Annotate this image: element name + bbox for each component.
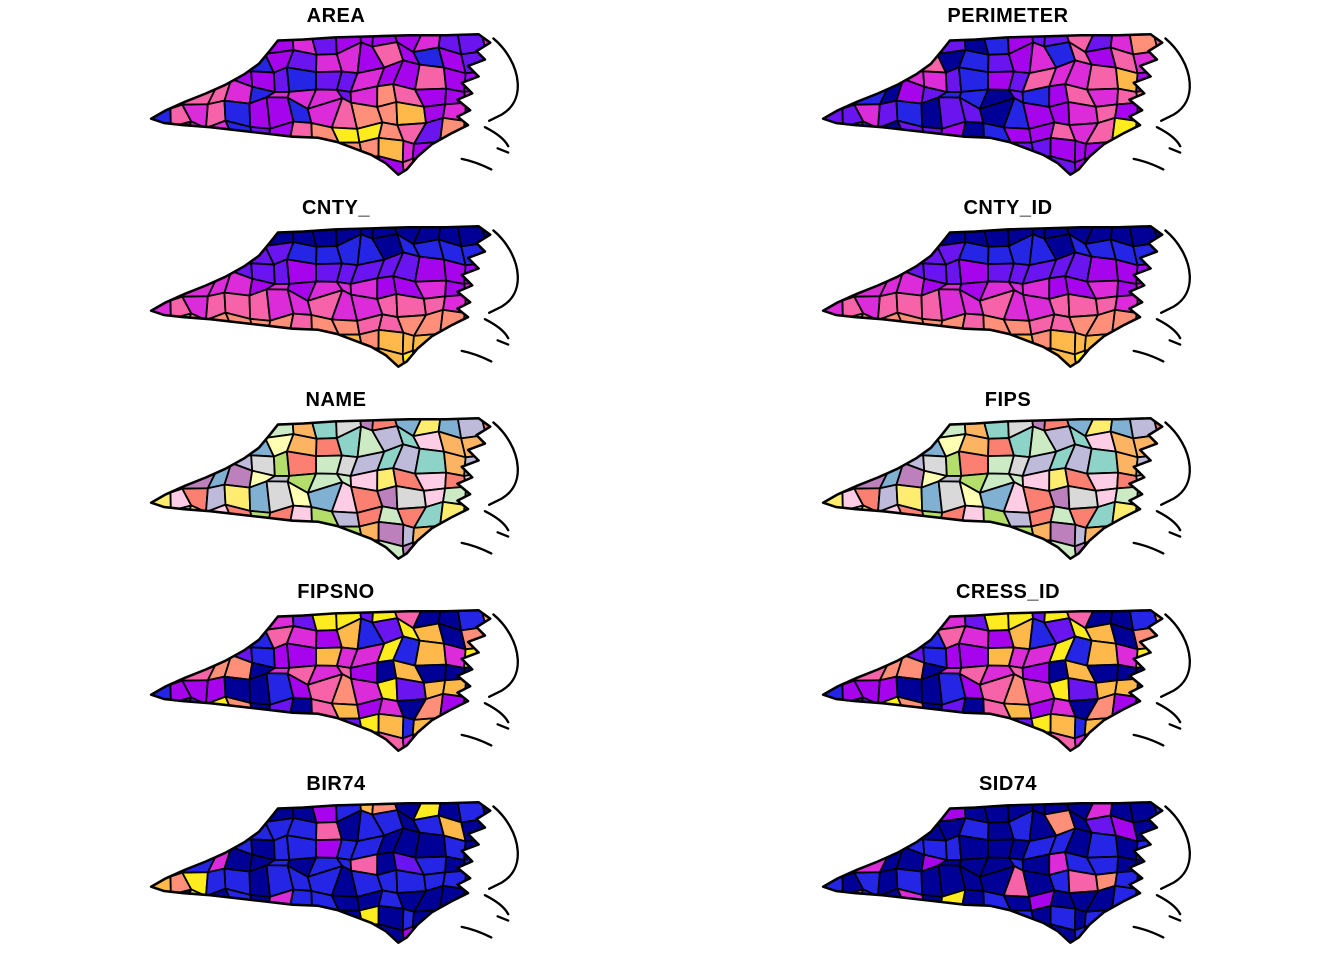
panel-name: NAME xyxy=(0,384,672,576)
panel-title-area: AREA xyxy=(306,5,366,27)
panel-title-fips: FIPS xyxy=(984,389,1032,411)
choropleth-map-cnty xyxy=(86,222,586,372)
panel-cnty: CNTY_ xyxy=(0,192,672,384)
panel-title-fipsno: FIPSNO xyxy=(297,581,375,603)
panel-title-sid74: SID74 xyxy=(978,773,1038,795)
panel-bir74: BIR74 xyxy=(0,768,672,960)
choropleth-map-cress-id xyxy=(758,606,1258,756)
panel-perimeter: PERIMETER xyxy=(672,0,1344,192)
panel-sid74: SID74 xyxy=(672,768,1344,960)
panel-cress-id: CRESS_ID xyxy=(672,576,1344,768)
panel-title-perimeter: PERIMETER xyxy=(947,5,1069,27)
panel-title-cnty: CNTY_ xyxy=(301,197,371,219)
panel-title-name: NAME xyxy=(305,389,367,411)
choropleth-map-fipsno xyxy=(86,606,586,756)
panel-cnty-id: CNTY_ID xyxy=(672,192,1344,384)
panel-area: AREA xyxy=(0,0,672,192)
choropleth-map-sid74 xyxy=(758,798,1258,948)
panel-fipsno: FIPSNO xyxy=(0,576,672,768)
panel-title-cress-id: CRESS_ID xyxy=(955,581,1061,603)
panel-title-bir74: BIR74 xyxy=(306,773,366,795)
choropleth-map-bir74 xyxy=(86,798,586,948)
choropleth-map-name xyxy=(86,414,586,564)
panel-title-cnty-id: CNTY_ID xyxy=(963,197,1053,219)
choropleth-map-cnty-id xyxy=(758,222,1258,372)
panel-fips: FIPS xyxy=(672,384,1344,576)
choropleth-map-fips xyxy=(758,414,1258,564)
choropleth-map-perimeter xyxy=(758,30,1258,180)
choropleth-map-area xyxy=(86,30,586,180)
